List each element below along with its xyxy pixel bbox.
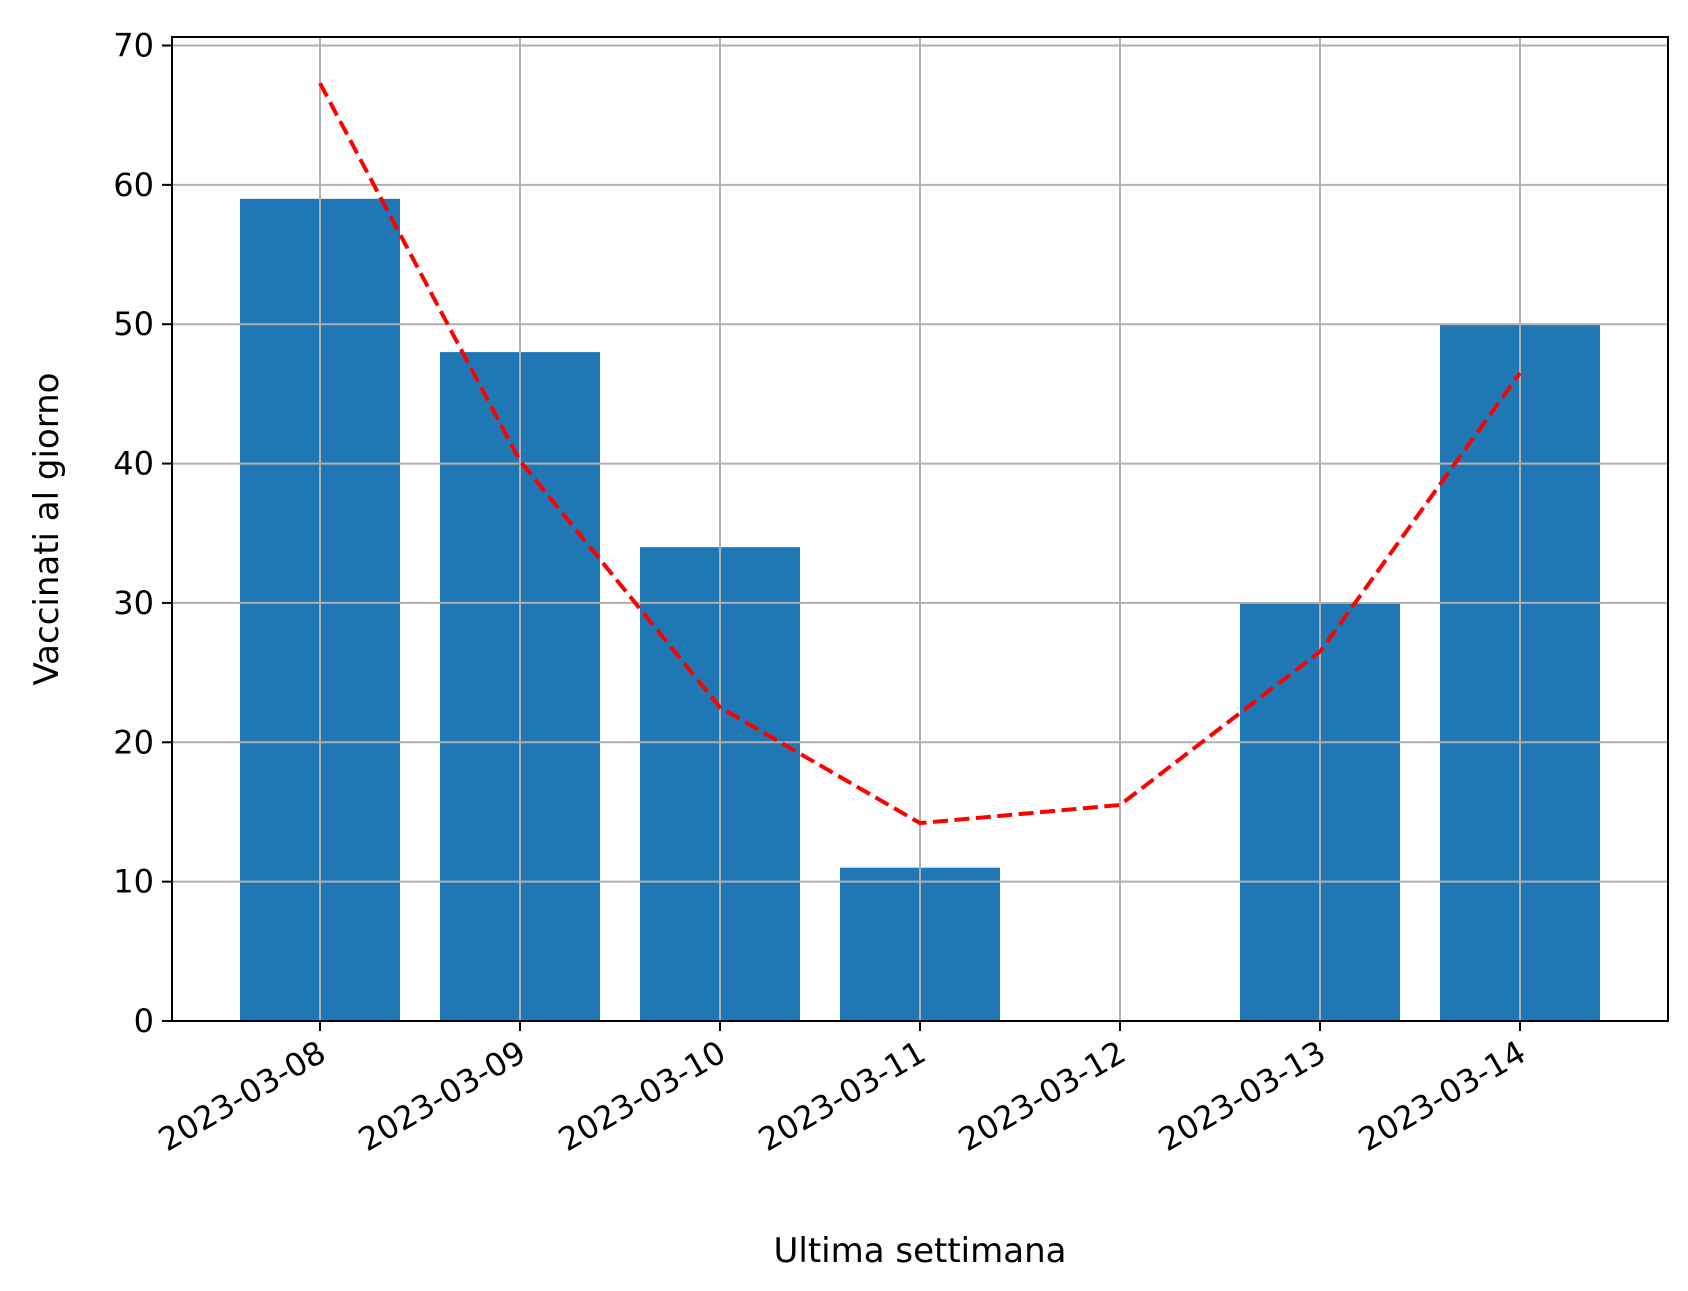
x-tick-label: 2023-03-10 bbox=[552, 1033, 732, 1159]
y-tick-label: 0 bbox=[134, 1002, 154, 1040]
y-tick-label: 70 bbox=[113, 27, 154, 65]
x-tick-label: 2023-03-08 bbox=[152, 1033, 332, 1159]
trend-line bbox=[318, 82, 1522, 826]
x-axis-ticks: 2023-03-08 2023-03-09 2023-03-10 2023-03-11… bbox=[152, 1021, 1532, 1159]
y-axis-label: Vaccinati al giorno bbox=[27, 373, 67, 686]
x-tick-label: 2023-03-11 bbox=[752, 1033, 932, 1159]
x-axis-label: Ultima settimana bbox=[774, 1231, 1067, 1271]
x-tick-label: 2023-03-14 bbox=[1352, 1033, 1532, 1159]
y-axis-ticks: 0 10 20 30 40 50 60 70 bbox=[113, 27, 172, 1040]
y-tick-label: 40 bbox=[113, 445, 154, 483]
x-tick-label: 2023-03-13 bbox=[1152, 1033, 1332, 1159]
x-tick-label: 2023-03-09 bbox=[352, 1033, 532, 1159]
y-tick-label: 10 bbox=[113, 863, 154, 901]
trend-line-path bbox=[318, 82, 1522, 826]
y-tick-label: 20 bbox=[113, 723, 154, 761]
x-tick-label: 2023-03-12 bbox=[952, 1033, 1132, 1159]
y-tick-label: 30 bbox=[113, 584, 154, 622]
y-tick-label: 60 bbox=[113, 166, 154, 204]
y-tick-label: 50 bbox=[113, 305, 154, 343]
